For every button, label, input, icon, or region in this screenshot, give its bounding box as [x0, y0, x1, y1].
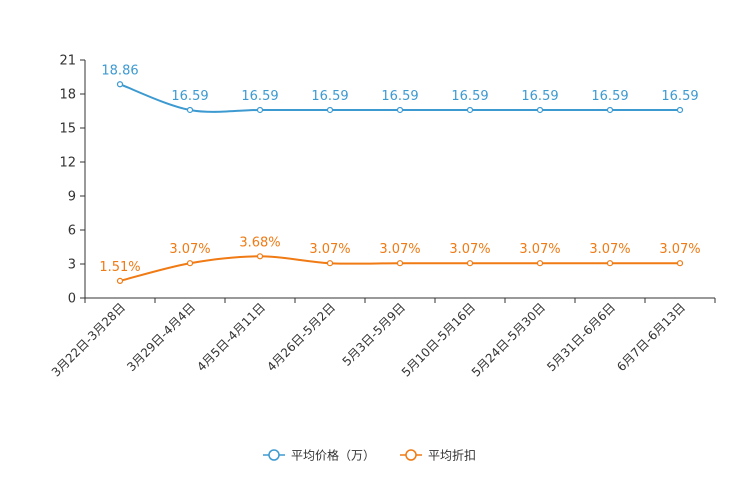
data-label: 16.59 [381, 89, 418, 104]
y-tick-label: 15 [59, 122, 76, 137]
series-line [119, 255, 680, 282]
data-point[interactable] [116, 277, 124, 284]
y-tick-label: 18 [59, 88, 76, 103]
y-tick-label: 0 [68, 292, 76, 307]
y-tick-label: 21 [59, 54, 76, 69]
data-point[interactable] [676, 106, 684, 114]
data-point[interactable] [466, 106, 474, 114]
data-point[interactable] [326, 106, 334, 114]
data-point[interactable] [536, 260, 544, 267]
data-point[interactable] [606, 106, 614, 114]
x-tick-label: 5月24日-5月30日 [469, 300, 548, 379]
data-label: 3.68% [239, 235, 280, 250]
legend-marker-icon [268, 449, 280, 461]
data-point[interactable] [466, 260, 474, 267]
data-label: 3.07% [589, 242, 630, 257]
legend[interactable]: 平均价格（万） 平均折扣 [263, 448, 476, 463]
data-point[interactable] [326, 260, 334, 267]
data-point[interactable] [536, 106, 544, 114]
legend-marker-icon [405, 449, 417, 461]
data-label: 16.59 [241, 89, 278, 104]
data-point[interactable] [256, 106, 264, 114]
series-layer: 18.86 16.59 16.59 16.59 16.59 16.59 16.59 16.59… [99, 63, 701, 284]
x-tick-label: 3月29日-4月4日 [124, 300, 198, 374]
data-label: 1.51% [99, 260, 140, 275]
data-point[interactable] [116, 81, 124, 88]
data-point[interactable] [396, 106, 404, 114]
data-point[interactable] [676, 260, 684, 267]
data-label: 16.59 [661, 89, 698, 104]
y-tick-label: 6 [68, 224, 76, 239]
x-tick-label: 5月10日-5月16日 [399, 300, 478, 379]
data-point[interactable] [606, 260, 614, 267]
data-label: 3.07% [379, 242, 420, 257]
y-tick-label: 3 [68, 258, 76, 273]
data-label: 3.07% [309, 242, 350, 257]
series-1: 18.86 16.59 16.59 16.59 16.59 16.59 16.59 16.59… [101, 63, 699, 114]
x-tick-label: 4月26日-5月2日 [264, 300, 338, 374]
x-tick-label: 4月5日-4月11日 [194, 300, 268, 374]
data-label: 16.59 [451, 89, 488, 104]
data-label: 3.07% [519, 242, 560, 257]
data-label: 3.07% [449, 242, 490, 257]
data-point[interactable] [186, 106, 194, 114]
legend-label: 平均折扣 [428, 448, 476, 463]
data-point[interactable] [186, 260, 194, 267]
legend-label: 平均价格（万） [291, 448, 375, 463]
data-point[interactable] [256, 253, 264, 260]
x-tick-label: 6月7日-6月13日 [614, 300, 688, 374]
data-label: 16.59 [521, 89, 558, 104]
data-label: 16.59 [171, 89, 208, 104]
legend-item[interactable]: 平均价格（万） [263, 448, 375, 463]
x-tick-label: 5月31日-6月6日 [544, 300, 618, 374]
data-label: 3.07% [659, 242, 700, 257]
x-tick-label: 5月3日-5月9日 [340, 300, 409, 369]
y-tick-label: 12 [59, 156, 76, 171]
data-label: 16.59 [311, 89, 348, 104]
y-tick-label: 9 [68, 190, 76, 205]
legend-item[interactable]: 平均折扣 [400, 448, 476, 463]
data-label: 16.59 [591, 89, 628, 104]
series-2: 1.51% 3.07% 3.68% 3.07% 3.07% 3.07% 3.07% 3.07%… [99, 235, 701, 284]
data-point[interactable] [396, 260, 404, 267]
data-label: 3.07% [169, 242, 210, 257]
data-label: 18.86 [101, 63, 138, 78]
x-tick-label: 3月22日-3月28日 [49, 300, 128, 379]
